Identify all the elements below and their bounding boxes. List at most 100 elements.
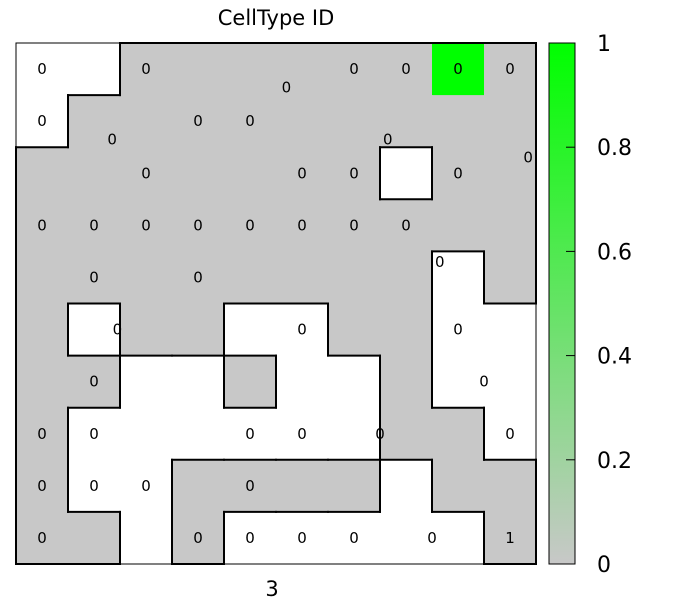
colorbar-tick-label: 0.6 (597, 240, 632, 265)
cell-value-label: 0 (349, 60, 359, 78)
cell-value-label: 0 (245, 112, 255, 130)
heatmap-cell (484, 199, 537, 252)
heatmap-cell (484, 251, 537, 304)
cell-value-label: 0 (245, 216, 255, 234)
cell-value-label: 0 (193, 529, 203, 547)
cell-value-label: 0 (349, 216, 359, 234)
heatmap-cell (120, 95, 173, 148)
heatmap-cell (224, 251, 277, 304)
cell-value-label: 0 (505, 60, 515, 78)
cell-value-label: 0 (349, 529, 359, 547)
heatmap-cell (380, 304, 433, 357)
cell-value-label: 0 (297, 321, 307, 339)
heatmap-cell (276, 251, 329, 304)
heatmap-cell (328, 460, 381, 513)
heatmap-cell (328, 251, 381, 304)
chart-title: CellType ID (218, 6, 335, 30)
cell-value-label: 0 (37, 60, 47, 78)
cell-value-label: 0 (297, 425, 307, 443)
heatmap-cell (484, 304, 537, 357)
cell-value-label: 0 (435, 253, 445, 271)
heatmap-cell (172, 460, 225, 513)
heatmap-cell (328, 408, 381, 461)
heatmap-cell (68, 512, 121, 565)
cell-value-label: 0 (37, 112, 47, 130)
cell-value-label: 0 (141, 216, 151, 234)
heatmap-cell (484, 95, 537, 148)
cell-value-label: 0 (193, 216, 203, 234)
heatmap-cell (328, 95, 381, 148)
heatmap-cell (172, 43, 225, 96)
heatmap-cell (16, 147, 69, 200)
heatmap-cell (16, 304, 69, 357)
colorbar: 00.20.40.60.81 (549, 32, 632, 578)
heatmap-cell (224, 304, 277, 357)
cell-value-label: 0 (37, 477, 47, 495)
cell-value-label: 0 (453, 164, 463, 182)
heatmap-cell (224, 147, 277, 200)
heatmap-cell (224, 356, 277, 409)
cell-value-label: 0 (297, 529, 307, 547)
heatmap-cell (380, 356, 433, 409)
cell-value-label: 0 (453, 60, 463, 78)
heatmap-cell (172, 408, 225, 461)
colorbar-tick-label: 0.4 (597, 345, 632, 370)
heatmap-cell (380, 408, 433, 461)
heatmap-cell (432, 460, 485, 513)
cell-value-label: 1 (505, 529, 515, 547)
heatmap-cell (68, 147, 121, 200)
heatmap-cell (484, 460, 537, 513)
colorbar-gradient (549, 43, 575, 564)
colorbar-tick-label: 0 (597, 553, 611, 578)
cell-value-label: 0 (505, 425, 515, 443)
cell-value-label: 0 (37, 216, 47, 234)
cell-value-label: 0 (245, 425, 255, 443)
cell-value-label: 0 (89, 216, 99, 234)
heatmap-cell (120, 356, 173, 409)
heatmap-cell (276, 460, 329, 513)
cell-value-label: 0 (107, 130, 117, 148)
heatmap-cell (276, 95, 329, 148)
heatmap-cell (172, 147, 225, 200)
cell-value-label: 0 (401, 60, 411, 78)
heatmap-cell (276, 356, 329, 409)
heatmap-cell (380, 147, 433, 200)
cell-value-label: 0 (245, 477, 255, 495)
heatmap-cell (328, 304, 381, 357)
heatmap-cell (68, 43, 121, 96)
heatmap-cell (120, 512, 173, 565)
cell-value-label: 0 (141, 60, 151, 78)
cell-value-label: 0 (523, 149, 533, 167)
cell-value-label: 0 (282, 78, 292, 96)
cell-value-label: 0 (297, 164, 307, 182)
heatmap-cell (120, 304, 173, 357)
heatmap-cell (16, 356, 69, 409)
heatmap-cell (120, 251, 173, 304)
cell-value-label: 0 (193, 112, 203, 130)
cell-value-label: 0 (375, 425, 385, 443)
heatmap-cell (380, 512, 433, 565)
cell-value-label: 0 (89, 268, 99, 286)
heatmap-cell (16, 251, 69, 304)
cell-value-label: 0 (479, 373, 489, 391)
cell-value-label: 0 (37, 529, 47, 547)
heatmap-cell (380, 251, 433, 304)
heatmap-cell (432, 408, 485, 461)
cell-value-label: 0 (297, 216, 307, 234)
cell-value-label: 0 (383, 130, 393, 148)
cell-value-label: 0 (113, 321, 123, 339)
cell-value-label: 0 (89, 477, 99, 495)
heatmap-cell (432, 356, 485, 409)
colorbar-tick-label: 0.2 (597, 449, 632, 474)
colorbar-tick-label: 0.8 (597, 136, 632, 161)
cell-value-label: 0 (89, 373, 99, 391)
heatmap-cell (484, 356, 537, 409)
heatmap-cell (432, 199, 485, 252)
heatmap-cell (120, 408, 173, 461)
cell-value-label: 0 (245, 529, 255, 547)
heatmap-cell (380, 460, 433, 513)
colorbar-ticks: 0 0.2 0.4 0.6 0.8 1 (566, 32, 632, 578)
cell-value-label: 0 (349, 164, 359, 182)
cell-value-label: 0 (427, 529, 437, 547)
